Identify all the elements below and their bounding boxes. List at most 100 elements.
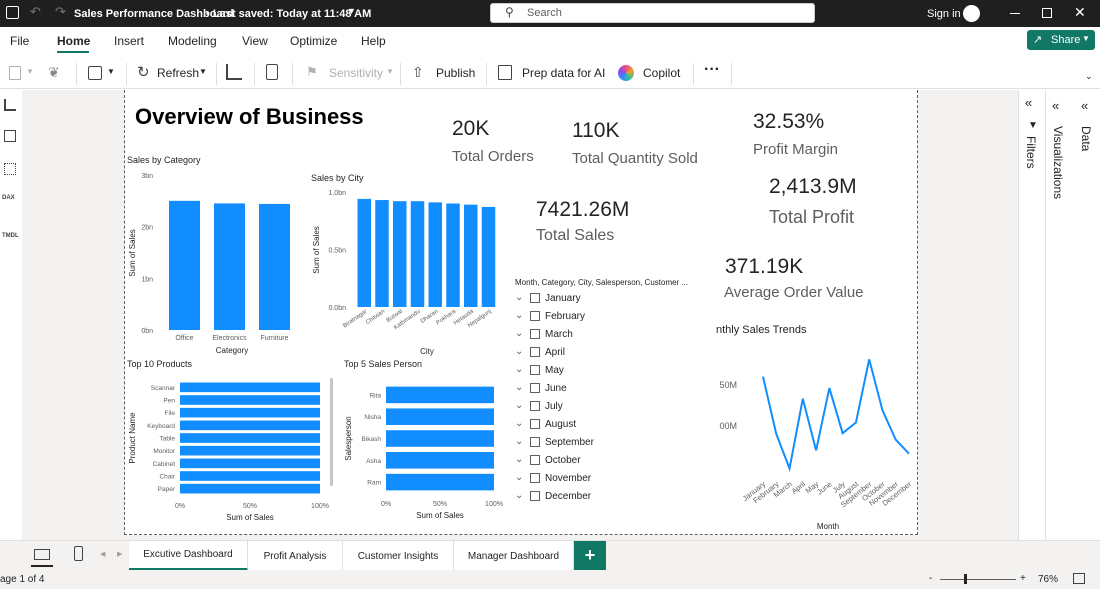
sign-in-link[interactable]: Sign in xyxy=(927,8,961,20)
report-view-icon[interactable] xyxy=(4,99,16,111)
chevron-down-icon[interactable]: ▼ xyxy=(26,67,34,76)
chevron-down-icon[interactable]: ⌄ xyxy=(515,382,524,393)
visualizations-pane-label[interactable]: Visualizations xyxy=(1051,126,1065,200)
tab-customer-insights[interactable]: Customer Insights xyxy=(343,541,454,571)
redo-icon[interactable]: ↷ xyxy=(55,4,66,19)
publish-button[interactable]: Publish xyxy=(436,66,476,80)
data-pane-label[interactable]: Data xyxy=(1079,126,1093,152)
zoom-in-button[interactable]: + xyxy=(1020,573,1026,584)
zoom-level[interactable]: 76% xyxy=(1038,574,1059,585)
slicer-item-november[interactable]: ⌄ November xyxy=(515,470,695,488)
chevron-down-icon[interactable]: ⌄ xyxy=(515,454,524,465)
chevron-down-icon[interactable]: ⌄ xyxy=(515,364,524,375)
publish-icon[interactable]: ⇧ xyxy=(412,64,424,80)
format-painter-icon[interactable]: ❦ xyxy=(48,64,60,80)
filters-pane-label[interactable]: Filters xyxy=(1024,136,1038,169)
kpi-profit-margin-value[interactable]: 32.53% xyxy=(753,110,825,133)
prep-data-button[interactable]: Prep data for AI xyxy=(522,66,606,80)
slicer-item-june[interactable]: ⌄ June xyxy=(515,380,695,398)
checkbox[interactable] xyxy=(530,365,540,375)
zoom-slider-thumb[interactable] xyxy=(964,574,967,584)
menu-optimize[interactable]: Optimize xyxy=(290,34,338,48)
chevron-down-icon[interactable]: ⌄ xyxy=(515,418,524,429)
menu-help[interactable]: Help xyxy=(361,34,386,48)
chevron-down-icon[interactable]: ⌄ xyxy=(515,328,524,339)
scroll-right-icon[interactable]: ▶ xyxy=(117,551,123,558)
chevron-down-icon[interactable]: ▼ xyxy=(107,67,115,76)
kpi-total-profit-value[interactable]: 2,413.9M xyxy=(769,175,857,198)
checkbox[interactable] xyxy=(530,437,540,447)
refresh-button[interactable]: Refresh xyxy=(157,66,200,80)
checkbox[interactable] xyxy=(530,293,540,303)
model-view-icon[interactable] xyxy=(4,163,16,175)
undo-icon[interactable]: ↶ xyxy=(30,4,41,19)
minimize-icon[interactable] xyxy=(1010,13,1020,14)
new-visual-icon[interactable] xyxy=(226,64,242,80)
slicer-item-may[interactable]: ⌄ May xyxy=(515,362,695,380)
slicer-item-march[interactable]: ⌄ March xyxy=(515,326,695,344)
chevron-down-icon[interactable]: ⌄ xyxy=(515,310,524,321)
slicer-item-february[interactable]: ⌄ February xyxy=(515,308,695,326)
kpi-total-quantity-value[interactable]: 110K xyxy=(572,119,620,142)
checkbox[interactable] xyxy=(530,347,540,357)
slicer-item-september[interactable]: ⌄ September xyxy=(515,434,695,452)
maximize-icon[interactable] xyxy=(1042,8,1052,18)
menu-insert[interactable]: Insert xyxy=(114,34,145,48)
paste-icon[interactable] xyxy=(9,66,21,80)
slicer-item-january[interactable]: ⌄ January xyxy=(515,290,695,308)
menu-file[interactable]: File xyxy=(10,34,30,48)
kpi-total-orders-value[interactable]: 20K xyxy=(452,117,490,140)
copilot-button[interactable]: Copilot xyxy=(643,66,681,80)
checkbox[interactable] xyxy=(530,329,540,339)
menu-view[interactable]: View xyxy=(242,34,268,48)
checkbox[interactable] xyxy=(530,401,540,411)
dax-query-icon[interactable]: DAX xyxy=(2,195,15,201)
kpi-avg-order-value[interactable]: 371.19K xyxy=(725,255,804,278)
slicer-item-december[interactable]: ⌄ December xyxy=(515,488,695,506)
double-chevron-left-icon[interactable]: « xyxy=(1025,95,1033,110)
tab-executive-dashboard[interactable]: Excutive Dashboard xyxy=(129,541,248,571)
double-chevron-left-icon[interactable]: « xyxy=(1081,98,1089,113)
chevron-down-icon[interactable]: ⌄ xyxy=(515,490,524,501)
chevron-down-icon[interactable]: ▼ xyxy=(347,6,356,16)
collapse-ribbon-icon[interactable]: ⌄ xyxy=(1085,71,1093,81)
close-icon[interactable]: ✕ xyxy=(1074,4,1086,20)
chevron-down-icon[interactable]: ⌄ xyxy=(515,472,524,483)
zoom-slider-track[interactable] xyxy=(940,579,1016,580)
slicer-item-july[interactable]: ⌄ July xyxy=(515,398,695,416)
refresh-icon[interactable]: ↻ xyxy=(137,64,150,81)
checkbox[interactable] xyxy=(530,473,540,483)
chevron-down-icon[interactable]: ▼ xyxy=(199,67,207,76)
prep-data-icon[interactable] xyxy=(498,65,512,80)
fit-to-page-icon[interactable] xyxy=(1073,573,1085,584)
checkbox[interactable] xyxy=(530,491,540,501)
desktop-layout-icon[interactable] xyxy=(34,549,50,560)
kpi-total-sales-value[interactable]: 7421.26M xyxy=(536,198,630,221)
copilot-icon[interactable] xyxy=(618,65,634,81)
menu-home[interactable]: Home xyxy=(57,34,91,48)
chevron-down-icon[interactable]: ⌄ xyxy=(515,346,524,357)
checkbox[interactable] xyxy=(530,455,540,465)
tab-manager-dashboard[interactable]: Manager Dashboard xyxy=(454,541,574,571)
table-view-icon[interactable] xyxy=(4,130,16,142)
checkbox[interactable] xyxy=(530,311,540,321)
slicer-item-april[interactable]: ⌄ April xyxy=(515,344,695,362)
chevron-down-icon[interactable]: ⌄ xyxy=(515,436,524,447)
add-page-button[interactable]: + xyxy=(574,541,606,571)
save-icon[interactable] xyxy=(6,6,19,19)
tmdl-view-icon[interactable]: TMDL xyxy=(2,233,19,239)
chevron-down-icon[interactable]: ⌄ xyxy=(515,292,524,303)
slicer-item-october[interactable]: ⌄ October xyxy=(515,452,695,470)
transform-data-icon[interactable] xyxy=(88,66,102,80)
zoom-out-button[interactable]: - xyxy=(929,573,933,584)
tab-profit-analysis[interactable]: Profit Analysis xyxy=(248,541,343,571)
double-chevron-left-icon[interactable]: « xyxy=(1052,98,1060,113)
more-options-button[interactable]: ··· xyxy=(704,61,720,78)
menu-modeling[interactable]: Modeling xyxy=(168,34,217,48)
share-button[interactable]: ↗ Share ▼ xyxy=(1027,30,1095,50)
slicer-item-august[interactable]: ⌄ August xyxy=(515,416,695,434)
search-input[interactable]: ⚲ Search xyxy=(490,3,815,23)
checkbox[interactable] xyxy=(530,419,540,429)
chevron-down-icon[interactable]: ⌄ xyxy=(515,400,524,411)
scroll-left-icon[interactable]: ◀ xyxy=(100,551,106,558)
